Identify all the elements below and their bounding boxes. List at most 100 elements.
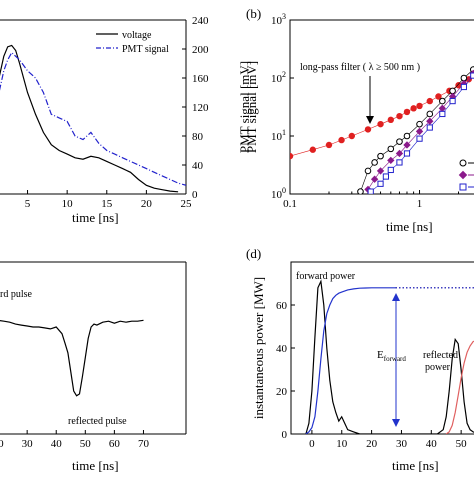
legend-voltage-label: voltage	[122, 30, 152, 41]
panel-b-point-1-4	[388, 146, 394, 152]
panel-a-x-tick-label: 15	[101, 198, 113, 210]
panel-a-x-tick-label: 10	[62, 198, 74, 210]
panel-b-y-tick-exp: 1	[282, 128, 286, 137]
panel-a-series-line-0	[0, 45, 178, 191]
panel-b-point-3-7	[427, 125, 432, 130]
panel-b-point-0-5	[365, 126, 371, 132]
panel-b-y-tick-label: 102	[271, 70, 286, 85]
panel-c-x-tick-label: 40	[51, 438, 63, 450]
panel-d-x-label: time [ns]	[392, 458, 439, 473]
panel-d-x-tick-label: 0	[309, 438, 315, 450]
panel-b-point-2-1	[371, 176, 378, 183]
panel-d-e-arrow-top	[392, 293, 400, 301]
panel-b-point-0-9	[404, 109, 410, 115]
panel-a-y-tick-label: 240	[192, 15, 209, 27]
panel-d-label: (d)	[246, 246, 261, 261]
panel-b-point-1-2	[372, 160, 378, 166]
panel-b-y-tick-label: 101	[271, 128, 286, 143]
panel-d-y-label: instantaneous power [MW]	[251, 277, 266, 419]
panel-a-x-tick-label: 20	[141, 198, 153, 210]
legend-pmt-label: PMT signal	[122, 44, 169, 55]
panel-b-point-0-4	[349, 133, 355, 139]
panel-c-x-label: time [ns]	[72, 458, 119, 473]
panel-a-y-tick-label: 120	[192, 102, 209, 114]
panel-b-point-0-0	[287, 153, 293, 159]
panel-d-e-arrow-bottom	[392, 419, 400, 427]
panel-b-x-tick-label: 0.1	[283, 198, 297, 210]
panel-b-point-1-0	[358, 189, 364, 195]
panel-b-label: (b)	[246, 6, 261, 21]
panel-b-y-tick-exp: 2	[282, 70, 286, 79]
panel-c-series-line-0	[0, 317, 144, 395]
panel-b-x-label: time [ns]	[386, 219, 433, 234]
legend-square-marker	[460, 184, 466, 190]
panel-d-x-tick-label: 10	[336, 438, 348, 450]
panel-c-x-tick-label: 70	[138, 438, 150, 450]
panel-d-annotation-reflected: reflected	[423, 350, 458, 361]
panel-d-annotation-forward: forward power	[296, 271, 356, 282]
panel-b-point-1-6	[404, 133, 410, 139]
panel-b-point-0-7	[388, 117, 394, 123]
panel-d-e-label: Eforward	[377, 349, 406, 363]
panel-b-point-1-1	[365, 168, 371, 174]
panel-a-x-label: time [ns]	[72, 210, 119, 225]
panel-b-point-3-5	[404, 151, 409, 156]
panel-d-x-tick-label: 20	[366, 438, 378, 450]
panel-b-arrow-head	[366, 116, 374, 124]
panel-d-annotation-power: power	[425, 362, 451, 373]
panel-c-annotation-reflected: reflected pulse	[68, 416, 127, 427]
panel-b-point-3-6	[417, 136, 422, 141]
panel-b-y-tick-base: 10	[271, 15, 283, 27]
panel-d-y-tick-label: 0	[282, 429, 288, 441]
panel-b-x-tick-label: 1	[417, 198, 423, 210]
panel-b-point-1-9	[440, 98, 446, 104]
panel-c-annotation-forward: rd pulse	[0, 289, 33, 300]
panel-c: 203040506070 time [ns] rd pulse reflecte…	[0, 262, 186, 473]
panel-a-series-line-1	[0, 53, 186, 186]
panel-b-point-0-11	[416, 103, 422, 109]
panel-b-point-3-3	[388, 167, 393, 172]
panel-a-y-tick-label: 0	[192, 189, 198, 201]
panel-a-y-tick-label: 200	[192, 44, 209, 56]
panel-c-x-ticks: 203040506070	[0, 430, 149, 450]
panel-b-point-3-2	[383, 174, 388, 179]
panel-b-point-0-12	[427, 98, 433, 104]
panel-b-point-1-3	[378, 153, 384, 159]
panel-c-x-tick-label: 60	[109, 438, 121, 450]
panel-b-point-3-0	[368, 189, 373, 194]
panel-b-point-3-1	[378, 181, 383, 186]
panel-b-series	[287, 60, 474, 194]
legend-open-circle-marker	[460, 160, 466, 166]
panel-b-point-0-10	[410, 105, 416, 111]
panel-d-x-tick-label: 30	[396, 438, 408, 450]
panel-b-point-0-1	[310, 147, 316, 153]
panel-d-y-tick-label: 60	[276, 300, 288, 312]
panel-a-x-tick-label: 5	[25, 198, 31, 210]
panel-d-y-tick-label: 20	[276, 386, 288, 398]
panel-d-e-sub: forward	[384, 355, 407, 363]
panel-a-series	[0, 45, 186, 191]
panel-b-point-0-8	[396, 113, 402, 119]
panel-b-series-line-0	[290, 70, 474, 157]
panel-b-point-3-10	[461, 84, 466, 89]
panel-c-x-tick-label: 50	[80, 438, 92, 450]
panel-c-x-tick-label: 20	[0, 438, 4, 450]
panel-b-point-0-3	[338, 137, 344, 143]
panel-b-point-0-2	[326, 142, 332, 148]
panel-b-legend	[459, 160, 474, 190]
panel-a-x-ticks: 0510152025	[0, 190, 192, 210]
panel-b-point-1-5	[397, 139, 403, 145]
panel-a-x-tick-label: 25	[181, 198, 193, 210]
panel-b-point-1-8	[427, 111, 433, 117]
legend-diamond-marker	[459, 171, 467, 179]
panel-b-y-tick-base: 10	[271, 73, 283, 85]
panel-b-point-0-6	[377, 121, 383, 127]
panel-a-legend: voltage PMT signal	[96, 30, 169, 55]
